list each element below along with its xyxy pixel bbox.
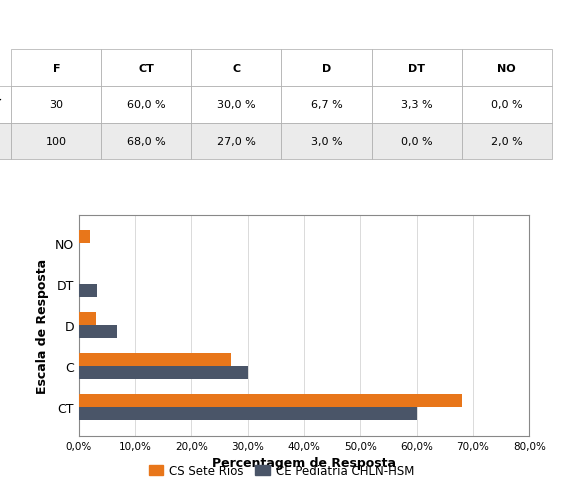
Bar xyxy=(79,394,462,407)
Bar xyxy=(79,366,248,380)
Bar xyxy=(79,231,90,244)
Legend: CS Sete Rios, CE Pediatria CHLN-HSM: CS Sete Rios, CE Pediatria CHLN-HSM xyxy=(144,460,419,482)
Bar xyxy=(79,353,231,366)
Bar xyxy=(79,326,117,339)
X-axis label: Percentagem de Resposta: Percentagem de Resposta xyxy=(212,456,396,469)
Bar xyxy=(79,313,96,326)
Y-axis label: Escala de Resposta: Escala de Resposta xyxy=(36,258,49,393)
Bar xyxy=(79,407,417,420)
Bar xyxy=(79,285,97,298)
